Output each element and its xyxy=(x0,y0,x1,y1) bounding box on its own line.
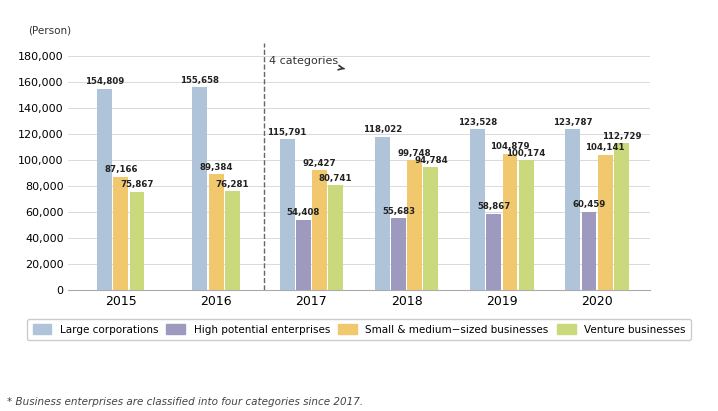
Bar xyxy=(424,167,439,291)
Text: 76,281: 76,281 xyxy=(215,180,249,189)
Text: 118,022: 118,022 xyxy=(363,125,402,134)
Bar xyxy=(328,185,343,291)
Text: 87,166: 87,166 xyxy=(104,166,138,174)
Bar xyxy=(375,136,390,291)
Bar xyxy=(225,191,240,291)
Bar xyxy=(192,88,208,291)
Text: 104,879: 104,879 xyxy=(490,142,530,151)
Bar xyxy=(614,143,629,291)
Bar xyxy=(518,160,533,291)
Text: 75,867: 75,867 xyxy=(121,180,154,189)
Bar xyxy=(582,212,597,291)
Text: 80,741: 80,741 xyxy=(319,174,353,183)
Bar xyxy=(470,129,485,291)
Bar xyxy=(130,192,144,291)
Bar xyxy=(97,89,112,291)
Bar xyxy=(503,154,518,291)
Bar xyxy=(391,218,406,291)
Bar xyxy=(279,139,294,291)
Bar xyxy=(486,214,501,291)
Text: 60,459: 60,459 xyxy=(572,200,606,209)
Text: 94,784: 94,784 xyxy=(414,155,448,164)
Text: * Business enterprises are classified into four categories since 2017.: * Business enterprises are classified in… xyxy=(7,397,363,407)
Legend: Large corporations, High potential enterprises, Small & medium−sized businesses,: Large corporations, High potential enter… xyxy=(27,319,691,340)
Text: (Person): (Person) xyxy=(28,25,71,35)
Bar xyxy=(407,160,422,291)
Text: 58,867: 58,867 xyxy=(477,202,510,211)
Text: 154,809: 154,809 xyxy=(85,77,124,86)
Bar xyxy=(598,155,612,291)
Text: 104,141: 104,141 xyxy=(585,143,625,152)
Bar xyxy=(312,170,327,291)
Text: 92,427: 92,427 xyxy=(303,159,336,168)
Bar xyxy=(209,174,223,291)
Bar xyxy=(565,129,580,291)
Text: 112,729: 112,729 xyxy=(602,132,641,141)
Text: 4 categories: 4 categories xyxy=(269,56,344,70)
Text: 115,791: 115,791 xyxy=(267,128,307,137)
Text: 54,408: 54,408 xyxy=(286,208,320,217)
Text: 123,528: 123,528 xyxy=(458,118,498,127)
Text: 89,384: 89,384 xyxy=(200,163,233,171)
Text: 123,787: 123,787 xyxy=(553,118,592,127)
Text: 55,683: 55,683 xyxy=(382,206,415,215)
Bar xyxy=(113,177,129,291)
Text: 155,658: 155,658 xyxy=(180,76,220,85)
Text: 99,748: 99,748 xyxy=(398,149,432,158)
Bar xyxy=(296,219,311,291)
Text: 100,174: 100,174 xyxy=(506,148,546,157)
